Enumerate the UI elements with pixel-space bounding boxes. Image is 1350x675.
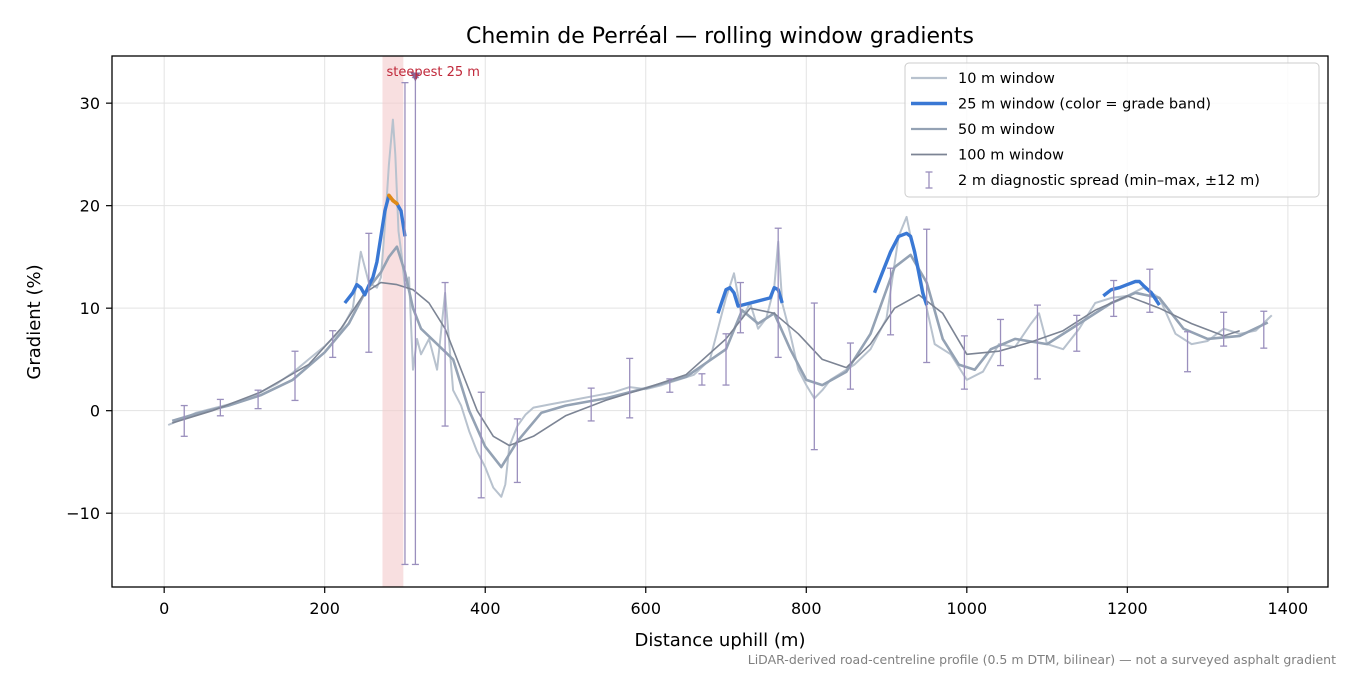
spread-errorbar (666, 378, 674, 393)
series-line-100m (171, 281, 1240, 447)
spread-errorbar (291, 350, 299, 402)
spread-errorbar (774, 227, 782, 359)
legend-box (904, 62, 1320, 198)
x-tick-label: 600 (630, 599, 661, 618)
y-axis-label: Gradient (%) (24, 264, 45, 379)
plot-frame (111, 55, 1329, 588)
footnote: LiDAR-derived road-centreline profile (0… (748, 652, 1336, 667)
spread-errorbar (626, 357, 634, 419)
spread-errorbar (180, 404, 188, 437)
legend-label: 2 m diagnostic spread (min–max, ±12 m) (958, 173, 1260, 189)
legend-label: 10 m window (958, 71, 1055, 87)
spread-errorbar (587, 387, 595, 422)
x-tick-label: 400 (470, 599, 501, 618)
legend-entry-w25: 25 m window (color = grade band) (911, 97, 1211, 113)
spread-errorbar (365, 232, 373, 353)
spread-errorbar (722, 333, 730, 386)
legend-entry-w100: 100 m window (911, 148, 1064, 164)
spread-errorbar (254, 389, 262, 410)
y-tick-label: 0 (90, 402, 100, 421)
spread-errorbar (1110, 279, 1118, 318)
axis-ticks: 0 200 400 600 800 1000 1200 1400 −10 0 10 20 30 (66, 94, 1308, 618)
legend-entry-w50: 50 m window (911, 122, 1055, 138)
legend-entry-spread: 2 m diagnostic spread (min–max, ±12 m) (925, 171, 1260, 189)
spread-errorbar (1073, 314, 1081, 352)
steepest-marker (410, 72, 421, 82)
legend-entry-w10: 10 m window (911, 71, 1055, 87)
series-line-25m (872, 231, 929, 306)
spread-errorbar (1260, 310, 1268, 349)
spread-errorbar (810, 302, 818, 451)
series-line-25m-steep (391, 198, 399, 206)
spread-errorbar (846, 342, 854, 390)
x-tick-label: 200 (309, 599, 340, 618)
spread-errorbar (887, 267, 895, 336)
x-tick-label: 1200 (1107, 599, 1148, 618)
legend-label: 100 m window (958, 148, 1064, 164)
spread-errorbar (329, 330, 337, 359)
series-lines (167, 118, 1273, 498)
spread-errorbar (997, 318, 1005, 367)
spread-errorbar (477, 391, 485, 499)
legend: 10 m window 25 m window (color = grade ba… (904, 62, 1320, 198)
spread-errorbar (960, 335, 968, 390)
spread-errorbar (1184, 331, 1192, 373)
legend-label: 50 m window (958, 122, 1055, 138)
steepest-annotation: steepest 25 m (386, 65, 479, 80)
spread-errorbar (1146, 268, 1154, 313)
steepest-highlight-band (382, 56, 404, 587)
y-tick-label: 20 (80, 197, 100, 216)
x-axis-label: Distance uphill (m) (635, 630, 806, 651)
legend-label: 25 m window (color = grade band) (958, 97, 1211, 113)
spread-errorbar (698, 373, 706, 386)
spread-errorbar (1220, 311, 1228, 347)
diagnostic-spread-bars (180, 76, 1268, 566)
spread-errorbar (513, 418, 521, 484)
chart-title: Chemin de Perréal — rolling window gradi… (466, 24, 974, 49)
spread-errorbar (216, 398, 224, 417)
series-line-25m (716, 286, 784, 314)
spread-errorbar (401, 82, 409, 566)
x-tick-label: 0 (159, 599, 169, 618)
annotation-group: steepest 25 m (386, 65, 480, 82)
spread-errorbar (736, 281, 744, 334)
y-tick-label: −10 (66, 504, 100, 523)
x-tick-label: 1400 (1268, 599, 1309, 618)
spread-errorbar (923, 228, 931, 364)
y-tick-label: 10 (80, 299, 100, 318)
spread-errorbar (1033, 304, 1041, 380)
highlight-band-group (382, 56, 404, 587)
x-tick-label: 800 (791, 599, 822, 618)
y-tick-label: 30 (80, 94, 100, 113)
x-tick-label: 1000 (946, 599, 987, 618)
spread-errorbar (441, 281, 449, 427)
